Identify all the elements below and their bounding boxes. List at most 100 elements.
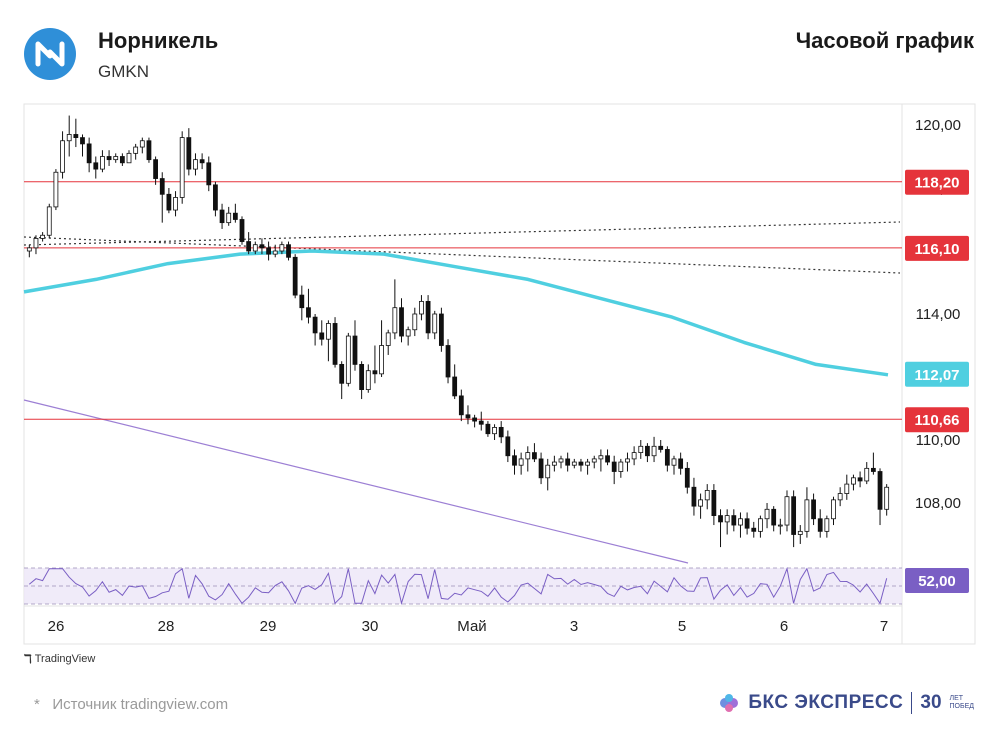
candle [485, 421, 491, 437]
candle-body [505, 436, 511, 457]
candle [472, 414, 478, 428]
candle [412, 307, 418, 337]
y-tick-label: 114,00 [916, 306, 961, 323]
candle-body [751, 527, 757, 532]
candle [26, 244, 32, 258]
x-tick-label: 6 [780, 618, 788, 635]
candle [438, 307, 444, 352]
candle [571, 458, 577, 469]
candle-body [824, 518, 830, 532]
candle [671, 455, 677, 475]
candle [100, 150, 105, 173]
candle [844, 474, 850, 500]
candle [751, 521, 757, 538]
rsi-badge: 52,00 [905, 568, 969, 593]
candle-body [684, 467, 690, 488]
candle-body [870, 467, 876, 472]
x-tick-label: 3 [570, 618, 578, 635]
candle-body [226, 212, 232, 224]
candle-body [153, 159, 158, 179]
candle-body [166, 193, 172, 211]
candle-body [877, 471, 883, 510]
candle [638, 440, 644, 459]
candle-body [797, 530, 803, 535]
candle [817, 509, 823, 538]
candle [857, 471, 863, 488]
candle-body [33, 237, 39, 249]
candle [625, 452, 630, 472]
candle [518, 452, 524, 475]
level-badge-1-label: 116,10 [914, 241, 959, 258]
candle [299, 285, 305, 321]
candle-body [791, 496, 797, 535]
candle [711, 484, 717, 526]
candle-body [26, 247, 32, 252]
candle [60, 131, 65, 179]
source-star: * [34, 696, 40, 713]
candle-body [286, 244, 291, 258]
candle-body [40, 234, 46, 239]
candle [213, 181, 218, 217]
candle [73, 118, 79, 148]
x-tick-label: 26 [48, 618, 65, 635]
candle [306, 288, 311, 324]
candle-body [777, 524, 783, 527]
candle-body [246, 241, 252, 252]
candle-body [159, 178, 165, 195]
candle-body [206, 162, 212, 186]
candle [445, 339, 451, 384]
candle [512, 449, 517, 475]
rsi-band [24, 568, 902, 604]
candle-body [73, 134, 79, 138]
candle [193, 153, 198, 176]
candle-body [186, 137, 192, 170]
candle [478, 411, 484, 431]
candle [691, 477, 697, 516]
candle [738, 512, 743, 538]
source-text: Источник tradingview.com [52, 696, 229, 713]
candle-body [458, 395, 464, 416]
brand-years-sub1: ЛЕТ [949, 695, 964, 702]
candle-body [173, 197, 178, 211]
candle [252, 241, 258, 255]
candle-body [139, 140, 145, 148]
candle-body [80, 137, 85, 145]
candle-body [66, 134, 72, 142]
candle [505, 430, 511, 463]
candle-body [817, 518, 823, 532]
candle-body [758, 518, 763, 532]
candle-body [352, 335, 358, 365]
candle-body [598, 455, 604, 460]
candle-body [106, 156, 112, 161]
candle [837, 487, 843, 507]
candle-body [126, 152, 132, 164]
source-note: * Источник tradingview.com [34, 696, 228, 713]
candle [525, 446, 531, 472]
brand-name: БКС ЭКСПРЕСС [748, 692, 904, 713]
level-badge-2-label: 110,66 [914, 412, 959, 429]
candle-body [492, 426, 497, 435]
rsi-badge-label: 52,00 [918, 573, 956, 590]
candle [758, 515, 763, 538]
candle [618, 458, 624, 478]
candle [113, 153, 119, 163]
candle-body [239, 219, 245, 242]
rsi-line [28, 566, 888, 606]
candle-body [299, 294, 305, 309]
candle-body [771, 508, 777, 526]
candle-body [698, 499, 703, 507]
candle-body [100, 156, 105, 170]
candle-body [306, 307, 311, 318]
moving-average [23, 249, 889, 377]
candle [831, 496, 836, 526]
candle [724, 509, 730, 535]
candle [392, 279, 398, 340]
candle-body [704, 489, 710, 501]
candle-body [372, 370, 378, 375]
candle [492, 424, 497, 440]
candle [119, 153, 125, 166]
candle-body [345, 335, 351, 384]
candle [286, 241, 291, 261]
company-name: Норникель [98, 28, 219, 53]
